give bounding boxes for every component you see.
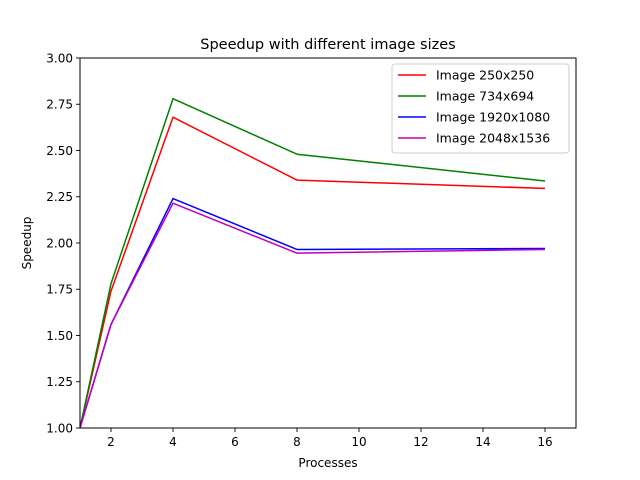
x-tick-label: 12 bbox=[413, 435, 428, 449]
series-line-2 bbox=[79, 97, 546, 429]
x-tick-label: 4 bbox=[169, 435, 177, 449]
x-tick-label: 14 bbox=[475, 435, 490, 449]
y-tick-label: 1.50 bbox=[46, 329, 73, 343]
legend: Image 250x250 Image 734x694 Image 1920x108… bbox=[391, 63, 570, 154]
x-axis-ticks: 2 4 6 8 10 12 14 16 bbox=[107, 428, 553, 449]
y-tick-label: 2.25 bbox=[46, 190, 73, 204]
chart-title: Speedup with different image sizes bbox=[200, 37, 455, 53]
series-line-3 bbox=[79, 197, 546, 429]
y-tick-label: 2.75 bbox=[46, 98, 73, 112]
plot-area bbox=[79, 97, 546, 429]
y-tick-label: 2.50 bbox=[46, 144, 73, 158]
x-tick-label: 6 bbox=[231, 435, 239, 449]
legend-label: Image 1920x1080 bbox=[436, 110, 550, 125]
y-tick-label: 1.25 bbox=[46, 375, 73, 389]
series-line-1 bbox=[79, 116, 546, 429]
series-line-4 bbox=[79, 202, 546, 429]
legend-label: Image 734x694 bbox=[436, 89, 534, 104]
y-tick-label: 2.00 bbox=[46, 236, 73, 250]
legend-label: Image 2048x1536 bbox=[436, 131, 550, 146]
x-tick-label: 10 bbox=[351, 435, 366, 449]
y-axis-ticks: 1.00 1.25 1.50 1.75 2.00 2.25 2.50 2.75 3.00 bbox=[46, 51, 80, 435]
y-tick-label: 3.00 bbox=[46, 51, 73, 65]
x-axis-label: Processes bbox=[298, 456, 357, 470]
y-tick-label: 1.75 bbox=[46, 283, 73, 297]
legend-box bbox=[391, 63, 570, 154]
x-tick-label: 16 bbox=[537, 435, 552, 449]
y-tick-label: 1.00 bbox=[46, 421, 73, 435]
y-axis-label: Speedup bbox=[20, 217, 34, 270]
x-tick-label: 8 bbox=[293, 435, 301, 449]
legend-label: Image 250x250 bbox=[436, 68, 534, 83]
x-tick-label: 2 bbox=[107, 435, 115, 449]
